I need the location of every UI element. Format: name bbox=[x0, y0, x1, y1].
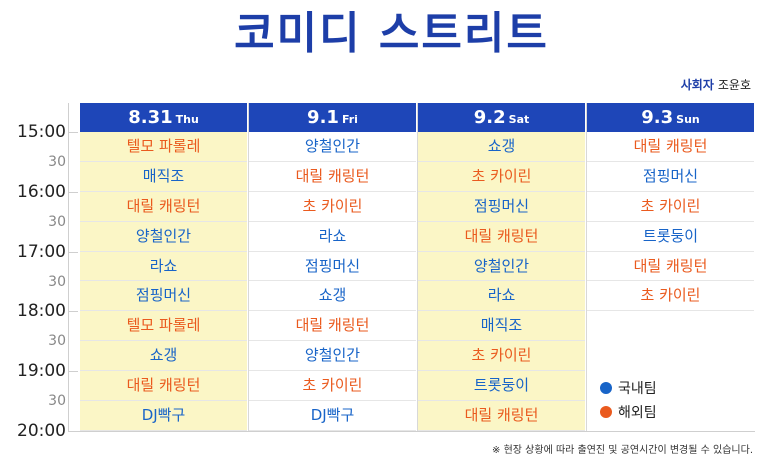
performance-slot: 양철인간 bbox=[249, 132, 416, 162]
day-column: 8.31 Thu 텔모 파롤레 매직조 대릴 캐링턴 양철인간 라쇼 점핑머신 텔모 파롤레 쇼갱… bbox=[80, 103, 247, 431]
performance-slot: 매직조 bbox=[80, 162, 247, 192]
performance-slot: 양철인간 bbox=[249, 341, 416, 372]
performance-slot: 초 카이린 bbox=[587, 192, 754, 222]
hour-tick bbox=[68, 251, 78, 253]
time-label: 30 bbox=[48, 213, 66, 230]
hour-tick bbox=[68, 371, 78, 373]
performance-slot: 라쇼 bbox=[418, 281, 585, 312]
performance-slot: 대릴 캐링턴 bbox=[249, 162, 416, 192]
performance-slot: 초 카이린 bbox=[249, 192, 416, 222]
time-label: 30 bbox=[48, 333, 66, 350]
time-label: 20:00 bbox=[17, 421, 66, 441]
performance-slot: 양철인간 bbox=[80, 222, 247, 252]
performance-slot: 라쇼 bbox=[80, 252, 247, 282]
performance-slot: 대릴 캐링턴 bbox=[587, 252, 754, 282]
hour-tick bbox=[68, 132, 78, 133]
time-axis: 15:00 30 16:00 30 17:00 30 18:00 30 19:00 30 20:00 bbox=[0, 0, 72, 466]
performance-slot: 대릴 캐링턴 bbox=[418, 401, 585, 431]
performance-slot: 초 카이린 bbox=[587, 281, 754, 312]
legend-item: 국내팀 bbox=[600, 376, 657, 400]
performance-slot: 라쇼 bbox=[249, 222, 416, 252]
column-divider bbox=[586, 103, 587, 431]
day-header: 9.2 Sat bbox=[418, 103, 585, 132]
host-label: 사회자 bbox=[680, 78, 714, 92]
hour-tick bbox=[68, 311, 78, 313]
notice: ※ 현장 상황에 따라 출연진 및 공연시간이 변경될 수 있습니다. bbox=[492, 445, 753, 456]
hour-tick bbox=[68, 431, 78, 432]
day-body: 양철인간 대릴 캐링턴 초 카이린 라쇼 점핑머신 쇼갱 대릴 캐링턴 양철인간 초 카이린 DJ… bbox=[249, 132, 416, 431]
legend-label: 해외팀 bbox=[618, 405, 657, 421]
performance-slot: 쇼갱 bbox=[249, 281, 416, 312]
performance-slot: 대릴 캐링턴 bbox=[587, 132, 754, 162]
day-weekday: Thu bbox=[175, 113, 199, 126]
performance-slot: 점핑머신 bbox=[587, 162, 754, 192]
day-header: 9.1 Fri bbox=[249, 103, 416, 132]
day-weekday: Sun bbox=[676, 113, 700, 126]
day-column: 9.2 Sat 쇼갱 초 카이린 점핑머신 대릴 캐링턴 양철인간 라쇼 매직조 초 카이린 트롯둥… bbox=[418, 103, 585, 431]
day-column: 9.1 Fri 양철인간 대릴 캐링턴 초 카이린 라쇼 점핑머신 쇼갱 대릴 캐링턴 양철인간 초… bbox=[249, 103, 416, 431]
host-name: 조윤호 bbox=[717, 78, 751, 92]
performance-slot: 트롯둥이 bbox=[418, 371, 585, 402]
day-header: 8.31 Thu bbox=[80, 103, 247, 132]
day-header: 9.3 Sun bbox=[587, 103, 754, 132]
time-label: 18:00 bbox=[17, 301, 66, 322]
day-column: 9.3 Sun 대릴 캐링턴 점핑머신 초 카이린 트롯둥이 대릴 캐링턴 초 카이린 bbox=[587, 103, 754, 431]
page-title: 코미디 스트리트 bbox=[234, 8, 549, 59]
performance-slot: 텔모 파롤레 bbox=[80, 132, 247, 162]
time-label: 19:00 bbox=[17, 361, 66, 382]
performance-slot: 점핑머신 bbox=[249, 252, 416, 282]
day-date: 8.31 bbox=[128, 107, 173, 128]
day-date: 9.1 bbox=[307, 107, 339, 128]
performance-slot bbox=[587, 341, 754, 371]
performance-slot: DJ빡구 bbox=[80, 401, 247, 431]
host-info: 사회자 조윤호 bbox=[681, 76, 751, 93]
performance-slot: 트롯둥이 bbox=[587, 222, 754, 252]
performance-slot: 대릴 캐링턴 bbox=[249, 311, 416, 342]
hour-tick bbox=[68, 191, 78, 193]
column-divider bbox=[417, 103, 418, 431]
day-weekday: Fri bbox=[341, 113, 358, 126]
time-label: 30 bbox=[48, 273, 66, 290]
performance-slot: 점핑머신 bbox=[80, 281, 247, 312]
day-body: 텔모 파롤레 매직조 대릴 캐링턴 양철인간 라쇼 점핑머신 텔모 파롤레 쇼갱 대릴 캐링턴 D… bbox=[80, 132, 247, 431]
legend-label: 국내팀 bbox=[618, 381, 657, 397]
legend-dot-icon bbox=[600, 382, 612, 394]
performance-slot: 초 카이린 bbox=[249, 371, 416, 402]
performance-slot: 양철인간 bbox=[418, 252, 585, 282]
performance-slot: 초 카이린 bbox=[418, 162, 585, 192]
time-axis-line bbox=[68, 103, 69, 431]
time-label: 16:00 bbox=[17, 181, 66, 202]
time-label: 15:00 bbox=[17, 122, 66, 142]
legend-item: 해외팀 bbox=[600, 400, 657, 424]
day-body: 대릴 캐링턴 점핑머신 초 카이린 트롯둥이 대릴 캐링턴 초 카이린 bbox=[587, 132, 754, 431]
performance-slot: 초 카이린 bbox=[418, 341, 585, 372]
performance-slot bbox=[587, 311, 754, 341]
performance-slot: 쇼갱 bbox=[80, 341, 247, 372]
performance-slot: 텔모 파롤레 bbox=[80, 311, 247, 342]
performance-slot: 매직조 bbox=[418, 311, 585, 342]
time-label: 30 bbox=[48, 153, 66, 170]
day-date: 9.2 bbox=[473, 107, 506, 128]
performance-slot: 대릴 캐링턴 bbox=[80, 371, 247, 402]
day-body: 쇼갱 초 카이린 점핑머신 대릴 캐링턴 양철인간 라쇼 매직조 초 카이린 트롯둥이 대릴 캐링… bbox=[418, 132, 585, 431]
column-divider bbox=[248, 103, 249, 431]
performance-slot: 점핑머신 bbox=[418, 192, 585, 222]
performance-slot: 대릴 캐링턴 bbox=[80, 192, 247, 222]
legend-dot-icon bbox=[600, 406, 612, 418]
day-date: 9.3 bbox=[641, 107, 674, 128]
performance-slot: 쇼갱 bbox=[418, 132, 585, 162]
day-weekday: Sat bbox=[508, 113, 530, 126]
bottom-rule bbox=[68, 431, 755, 432]
time-label: 30 bbox=[48, 393, 66, 410]
time-label: 17:00 bbox=[17, 241, 66, 262]
performance-slot: 대릴 캐링턴 bbox=[418, 222, 585, 252]
performance-slot: DJ빡구 bbox=[249, 401, 416, 431]
